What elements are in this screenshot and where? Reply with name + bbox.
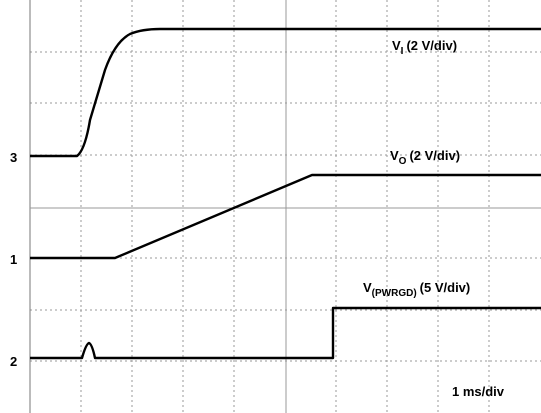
channel-marker: 1 — [10, 252, 17, 267]
channel-marker: 3 — [10, 150, 17, 165]
trace-label: V(PWRGD) (5 V/div) — [363, 280, 470, 299]
timebase-label: 1 ms/div — [452, 384, 505, 399]
trace-label: VO (2 V/div) — [390, 148, 460, 167]
trace-vo — [30, 173, 541, 260]
trace-pwrgd — [30, 306, 541, 360]
trace-label: VI (2 V/div) — [392, 38, 457, 57]
channel-marker: 2 — [10, 354, 17, 369]
trace-vi — [30, 27, 541, 158]
